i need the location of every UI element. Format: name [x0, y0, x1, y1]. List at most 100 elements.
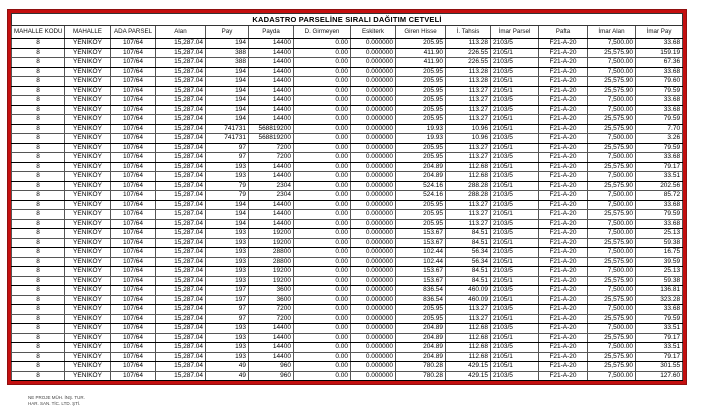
column-header: Eskiterk [350, 25, 396, 39]
table-cell: 15,287.04 [155, 332, 206, 343]
table-cell: 107/64 [110, 66, 156, 77]
table-row: 8 YENİKÖY 107/64 15,287.04 193 14400 0.00 0.000… [11, 332, 684, 343]
table-cell: 0.000000 [350, 209, 396, 220]
table-row: 8 YENİKÖY 107/64 15,287.04 193 14400 0.00 0.000… [11, 342, 684, 353]
table-cell: 7,500.00 [587, 342, 636, 353]
table-cell: 0.000000 [350, 114, 396, 125]
table-cell: 0.000000 [350, 123, 396, 134]
table-cell: F21-A-20 [538, 123, 588, 134]
table-cell: F21-A-20 [538, 294, 588, 305]
distribution-table: KADASTRO PARSELİNE SIRALI DAĞITIM CETVEL… [10, 13, 684, 381]
column-header: Giren Hisse [395, 25, 446, 39]
table-cell: 8 [11, 275, 65, 286]
table-cell: 193 [205, 266, 249, 277]
table-cell: 0.000000 [350, 332, 396, 343]
table-cell: 8 [11, 85, 65, 96]
table-cell: F21-A-20 [538, 171, 588, 182]
table-cell: 0.000000 [350, 66, 396, 77]
table-cell: 204.89 [395, 332, 446, 343]
column-header: İmar Parsel [490, 25, 539, 39]
table-row: 8 YENİKÖY 107/64 15,287.04 194 14400 0.00 0.000… [11, 38, 684, 49]
table-row: 8 YENİKÖY 107/64 15,287.04 97 7200 0.00 0.00000… [11, 142, 684, 153]
table-cell: 388 [205, 47, 249, 58]
table-cell: 0.00 [293, 152, 351, 163]
column-header: D. Girmeyen [293, 25, 351, 39]
table-cell: 8 [11, 361, 65, 372]
table-cell: F21-A-20 [538, 47, 588, 58]
table-cell: 0.000000 [350, 228, 396, 239]
table-cell: 205.95 [395, 76, 446, 87]
table-cell: 7,500.00 [587, 285, 636, 296]
table-cell: 159.19 [634, 47, 684, 58]
table-row: 8 YENİKÖY 107/64 15,287.04 741731 568819200 0.… [11, 133, 684, 144]
table-cell: 205.95 [395, 38, 446, 49]
table-cell: 107/64 [110, 209, 156, 220]
table-cell: 97 [205, 313, 249, 324]
table-cell: 15,287.04 [155, 47, 206, 58]
table-cell: 2105/1 [490, 47, 539, 58]
table-cell: 2105/1 [490, 237, 539, 248]
table-cell: 0.000000 [350, 38, 396, 49]
table-cell: 2103/5 [490, 95, 539, 106]
table-cell: 107/64 [110, 180, 156, 191]
table-cell: 204.89 [395, 161, 446, 172]
table-row: 8 YENİKÖY 107/64 15,287.04 388 14400 0.00 0.000… [11, 57, 684, 68]
table-cell: 8 [11, 351, 65, 362]
table-cell: YENİKÖY [64, 133, 111, 144]
table-cell: 107/64 [110, 47, 156, 58]
table-cell: 0.000000 [350, 161, 396, 172]
table-cell: 0.00 [293, 275, 351, 286]
table-cell: 193 [205, 237, 249, 248]
table-cell: 33.68 [634, 304, 684, 315]
table-cell: 0.000000 [350, 76, 396, 87]
table-cell: YENİKÖY [64, 76, 111, 87]
table-cell: F21-A-20 [538, 161, 588, 172]
table-cell: 0.00 [293, 342, 351, 353]
footer-line-2: HAR. SAN. TİC. LTD. ŞTİ. [28, 400, 81, 406]
table-cell: 49 [205, 361, 249, 372]
table-cell: 8 [11, 285, 65, 296]
table-cell: 107/64 [110, 342, 156, 353]
table-cell: 79.17 [634, 332, 684, 343]
table-cell: 7,500.00 [587, 133, 636, 144]
table-cell: F21-A-20 [538, 351, 588, 362]
table-cell: 568819200 [248, 123, 294, 134]
table-cell: 194 [205, 199, 249, 210]
table-cell: 2103/5 [490, 199, 539, 210]
table-cell: F21-A-20 [538, 95, 588, 106]
table-cell: F21-A-20 [538, 218, 588, 229]
table-cell: 8 [11, 304, 65, 315]
table-cell: 107/64 [110, 95, 156, 106]
table-cell: 7,500.00 [587, 38, 636, 49]
table-cell: 0.000000 [350, 218, 396, 229]
table-cell: 97 [205, 142, 249, 153]
table-cell: 193 [205, 256, 249, 267]
table-cell: 136.81 [634, 285, 684, 296]
table-cell: 8 [11, 256, 65, 267]
table-row: 8 YENİKÖY 107/64 15,287.04 194 14400 0.00 0.000… [11, 66, 684, 77]
table-cell: 0.00 [293, 161, 351, 172]
table-cell: F21-A-20 [538, 237, 588, 248]
table-cell: 0.00 [293, 266, 351, 277]
table-cell: 411.90 [395, 47, 446, 58]
table-cell: 0.00 [293, 218, 351, 229]
table-cell: 429.15 [445, 361, 491, 372]
table-cell: F21-A-20 [538, 304, 588, 315]
table-cell: 79 [205, 180, 249, 191]
table-cell: 7,500.00 [587, 218, 636, 229]
table-cell: 79.17 [634, 351, 684, 362]
column-header: İmar Alan [587, 25, 636, 39]
table-cell: 15,287.04 [155, 313, 206, 324]
table-cell: 8 [11, 161, 65, 172]
table-cell: 205.95 [395, 313, 446, 324]
table-cell: 25,575.90 [587, 361, 636, 372]
table-cell: 193 [205, 351, 249, 362]
table-row: 8 YENİKÖY 107/64 15,287.04 193 19200 0.00 0.000… [11, 275, 684, 286]
table-cell: 2103/5 [490, 247, 539, 258]
table-cell: YENİKÖY [64, 161, 111, 172]
table-cell: 15,287.04 [155, 133, 206, 144]
table-cell: 205.95 [395, 218, 446, 229]
table-cell: 7200 [248, 152, 294, 163]
table-cell: 8 [11, 152, 65, 163]
table-cell: YENİKÖY [64, 171, 111, 182]
